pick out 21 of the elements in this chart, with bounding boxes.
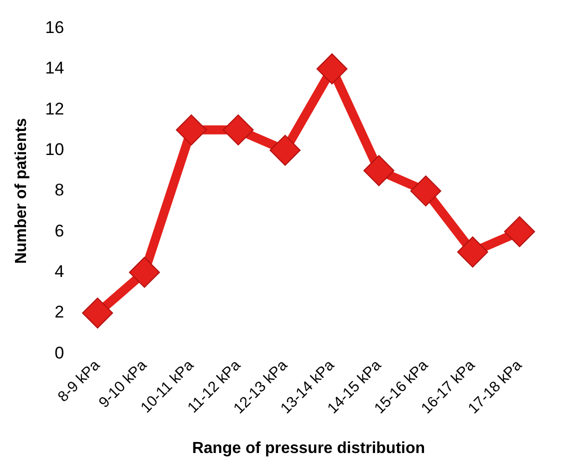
point xyxy=(504,216,536,248)
x-axis-title: Range of pressure distribution xyxy=(192,440,426,457)
y-axis-title: Number of patients xyxy=(13,118,30,264)
y-tick-label: 2 xyxy=(54,302,64,322)
point xyxy=(176,114,207,146)
point xyxy=(410,175,442,206)
point xyxy=(363,155,394,186)
point xyxy=(270,134,301,166)
y-tick-label: 6 xyxy=(54,221,64,240)
point xyxy=(457,236,488,268)
point xyxy=(222,114,254,146)
point xyxy=(128,256,160,288)
y-tick-label: 8 xyxy=(54,180,64,200)
y-tick-label: 12 xyxy=(45,99,64,118)
y-tick-label: 4 xyxy=(54,262,64,282)
y-tick-label: 10 xyxy=(45,140,64,159)
y-tick-label: 14 xyxy=(45,58,64,78)
y-tick-label: 16 xyxy=(45,18,64,37)
y-tick-label: 0 xyxy=(54,343,64,362)
point xyxy=(82,298,114,329)
point xyxy=(316,53,348,84)
